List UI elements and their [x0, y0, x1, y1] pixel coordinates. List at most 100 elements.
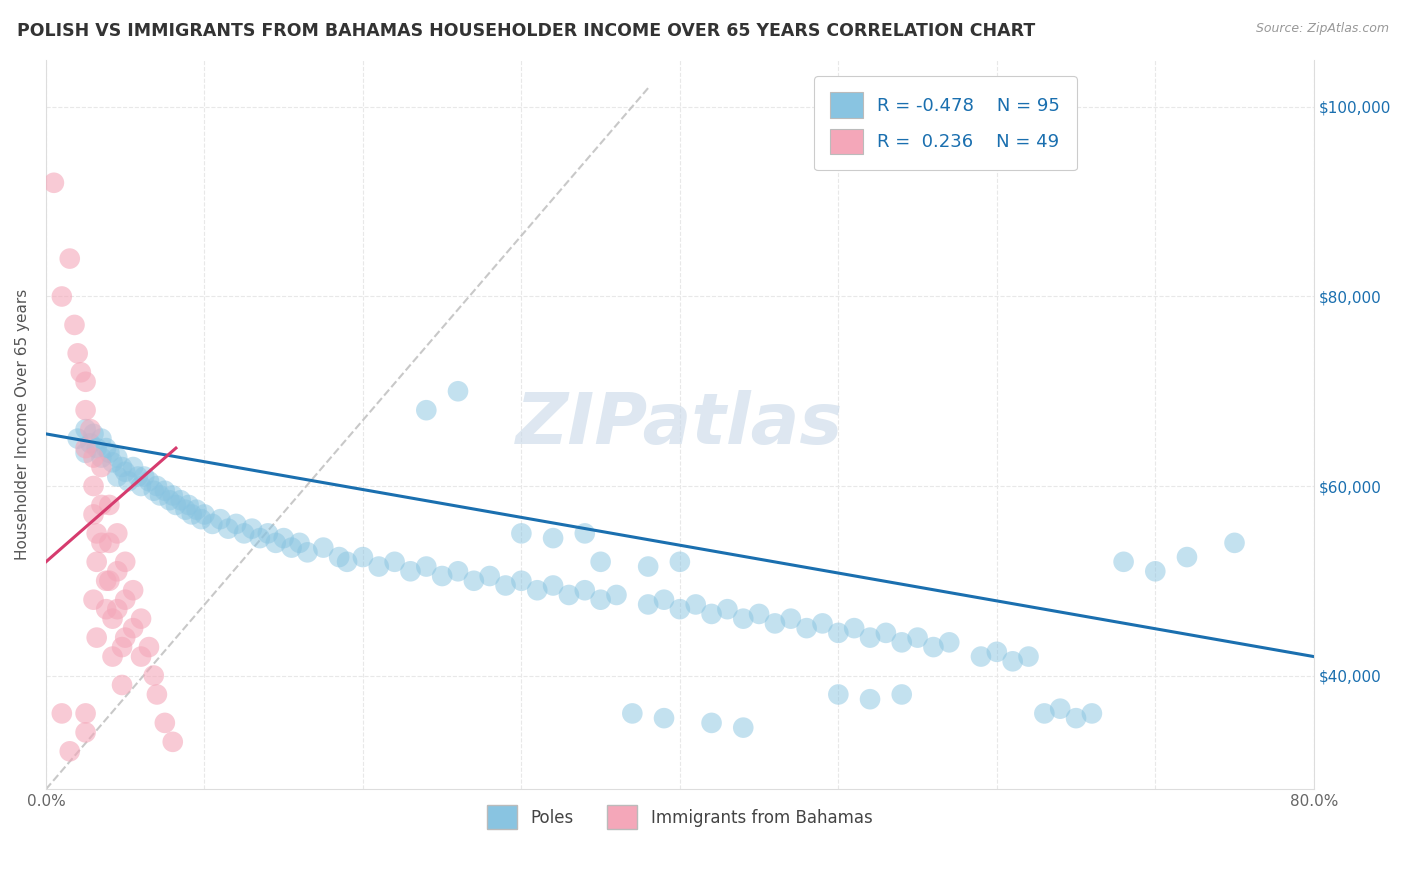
- Point: [66, 432, 89, 446]
- Point: [827, 625, 849, 640]
- Point: [733, 721, 755, 735]
- Point: [75, 706, 97, 721]
- Point: [165, 498, 187, 512]
- Point: [51, 706, 73, 721]
- Point: [986, 645, 1008, 659]
- Point: [1033, 706, 1056, 721]
- Point: [90, 450, 112, 465]
- Point: [180, 508, 202, 522]
- Point: [129, 649, 152, 664]
- Point: [384, 555, 406, 569]
- Point: [264, 536, 287, 550]
- Point: [621, 706, 644, 721]
- Point: [938, 635, 960, 649]
- Point: [75, 446, 97, 460]
- Point: [1081, 706, 1104, 721]
- Point: [859, 692, 882, 706]
- Y-axis label: Householder Income Over 65 years: Householder Income Over 65 years: [15, 289, 30, 560]
- Point: [190, 512, 212, 526]
- Point: [495, 578, 517, 592]
- Point: [111, 460, 134, 475]
- Point: [153, 715, 176, 730]
- Point: [170, 493, 193, 508]
- Text: ZIPatlas: ZIPatlas: [516, 390, 844, 458]
- Point: [796, 621, 818, 635]
- Point: [811, 616, 834, 631]
- Point: [669, 602, 692, 616]
- Point: [122, 460, 145, 475]
- Point: [907, 631, 929, 645]
- Point: [83, 592, 105, 607]
- Text: Source: ZipAtlas.com: Source: ZipAtlas.com: [1256, 22, 1389, 36]
- Point: [859, 631, 882, 645]
- Point: [153, 483, 176, 498]
- Point: [117, 475, 139, 489]
- Point: [105, 469, 128, 483]
- Point: [209, 512, 232, 526]
- Point: [83, 508, 105, 522]
- Point: [637, 598, 659, 612]
- Point: [193, 508, 215, 522]
- Point: [149, 488, 172, 502]
- Point: [574, 583, 596, 598]
- Point: [98, 498, 121, 512]
- Point: [288, 536, 311, 550]
- Text: POLISH VS IMMIGRANTS FROM BAHAMAS HOUSEHOLDER INCOME OVER 65 YEARS CORRELATION C: POLISH VS IMMIGRANTS FROM BAHAMAS HOUSEH…: [17, 22, 1035, 40]
- Point: [83, 479, 105, 493]
- Point: [875, 625, 897, 640]
- Point: [186, 502, 208, 516]
- Point: [114, 631, 136, 645]
- Point: [637, 559, 659, 574]
- Point: [101, 649, 124, 664]
- Point: [558, 588, 581, 602]
- Point: [541, 531, 564, 545]
- Point: [541, 578, 564, 592]
- Point: [105, 450, 128, 465]
- Legend: Poles, Immigrants from Bahamas: Poles, Immigrants from Bahamas: [481, 798, 879, 836]
- Point: [75, 441, 97, 455]
- Point: [700, 607, 723, 621]
- Point: [129, 479, 152, 493]
- Point: [75, 403, 97, 417]
- Point: [162, 488, 184, 502]
- Point: [367, 559, 389, 574]
- Point: [463, 574, 485, 588]
- Point: [59, 744, 82, 758]
- Point: [122, 621, 145, 635]
- Point: [105, 564, 128, 578]
- Point: [42, 176, 65, 190]
- Point: [447, 564, 470, 578]
- Point: [105, 602, 128, 616]
- Point: [86, 555, 108, 569]
- Point: [134, 469, 156, 483]
- Point: [90, 498, 112, 512]
- Point: [1223, 536, 1246, 550]
- Point: [1144, 564, 1167, 578]
- Point: [1001, 654, 1024, 668]
- Point: [779, 612, 801, 626]
- Point: [90, 536, 112, 550]
- Point: [66, 346, 89, 360]
- Point: [297, 545, 319, 559]
- Point: [430, 569, 453, 583]
- Point: [105, 526, 128, 541]
- Point: [328, 550, 350, 565]
- Point: [201, 516, 224, 531]
- Point: [233, 526, 256, 541]
- Point: [98, 574, 121, 588]
- Point: [336, 555, 359, 569]
- Point: [114, 465, 136, 479]
- Point: [273, 531, 295, 545]
- Point: [86, 441, 108, 455]
- Point: [716, 602, 738, 616]
- Point: [652, 711, 675, 725]
- Point: [83, 426, 105, 441]
- Point: [122, 583, 145, 598]
- Point: [415, 559, 437, 574]
- Point: [101, 612, 124, 626]
- Point: [844, 621, 866, 635]
- Point: [763, 616, 786, 631]
- Point: [574, 526, 596, 541]
- Point: [352, 550, 374, 565]
- Point: [159, 493, 181, 508]
